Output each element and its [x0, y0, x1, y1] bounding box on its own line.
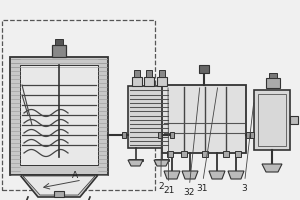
Bar	[202, 151, 208, 157]
Bar	[199, 65, 209, 73]
Bar	[122, 132, 126, 138]
Bar	[246, 132, 250, 138]
Bar	[250, 132, 254, 138]
Bar	[269, 73, 277, 78]
Polygon shape	[154, 160, 169, 166]
Bar	[134, 70, 140, 77]
Polygon shape	[262, 164, 282, 172]
Bar	[235, 151, 241, 157]
Bar	[146, 70, 152, 77]
Bar	[258, 94, 286, 146]
Text: A: A	[72, 171, 78, 180]
Text: 31: 31	[196, 88, 218, 193]
Bar	[52, 45, 66, 57]
Text: 3: 3	[241, 103, 254, 193]
Bar	[162, 85, 246, 153]
Text: 21: 21	[163, 88, 174, 195]
Bar	[54, 191, 64, 197]
Bar	[128, 86, 170, 148]
Polygon shape	[209, 171, 225, 179]
Polygon shape	[20, 175, 98, 197]
Bar	[158, 132, 162, 138]
Polygon shape	[228, 171, 244, 179]
Bar	[290, 116, 298, 124]
Bar	[266, 78, 280, 88]
Bar	[223, 151, 229, 157]
Bar	[157, 77, 167, 86]
Bar	[159, 70, 165, 77]
Polygon shape	[128, 160, 143, 166]
Text: 32: 32	[183, 88, 200, 197]
Polygon shape	[23, 176, 95, 195]
Bar	[170, 132, 174, 138]
Bar	[55, 39, 63, 45]
Polygon shape	[164, 171, 180, 179]
Bar	[10, 57, 108, 175]
Polygon shape	[182, 171, 198, 179]
Bar	[181, 151, 187, 157]
Bar	[20, 65, 98, 165]
Bar	[144, 77, 154, 86]
Text: 2: 2	[158, 88, 164, 191]
Bar	[2, 20, 155, 190]
Bar	[132, 77, 142, 86]
Bar	[167, 151, 173, 157]
Bar	[254, 90, 290, 150]
